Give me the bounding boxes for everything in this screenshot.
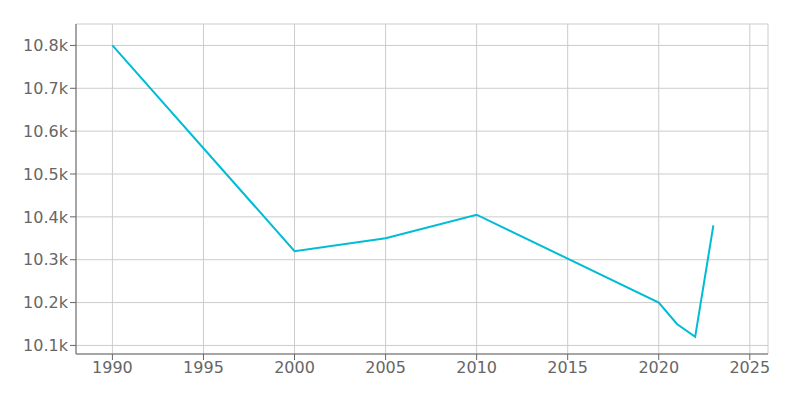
svg-text:2005: 2005 — [365, 358, 406, 377]
svg-text:1990: 1990 — [92, 358, 133, 377]
svg-text:10.5k: 10.5k — [23, 165, 69, 184]
svg-text:10.1k: 10.1k — [23, 336, 69, 355]
svg-text:10.2k: 10.2k — [23, 293, 69, 312]
svg-text:2015: 2015 — [547, 358, 588, 377]
svg-text:10.3k: 10.3k — [23, 250, 69, 269]
svg-text:10.6k: 10.6k — [23, 122, 69, 141]
svg-text:2010: 2010 — [456, 358, 497, 377]
svg-text:10.8k: 10.8k — [23, 36, 69, 55]
svg-text:2020: 2020 — [638, 358, 679, 377]
svg-text:1995: 1995 — [183, 358, 224, 377]
svg-text:2000: 2000 — [274, 358, 315, 377]
svg-text:10.7k: 10.7k — [23, 79, 69, 98]
svg-text:10.4k: 10.4k — [23, 208, 69, 227]
svg-text:2025: 2025 — [729, 358, 770, 377]
